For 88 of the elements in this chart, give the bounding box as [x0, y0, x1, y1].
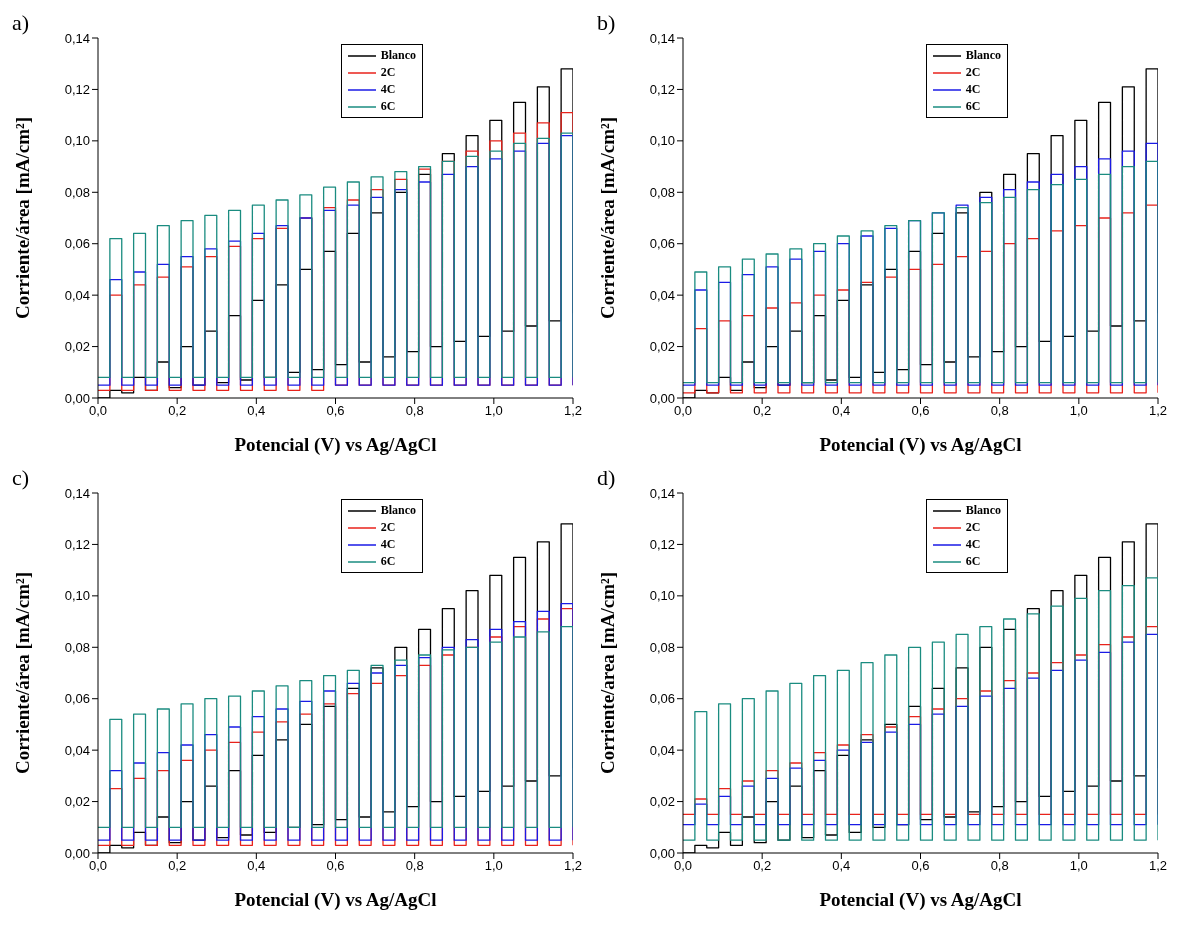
x-axis-title: Potencial (V) vs Ag/AgCl: [234, 434, 437, 456]
y-axis-title: Corriente/área [mA/cm²]: [596, 116, 618, 320]
y-axis-title: Corriente/area [mA/cm²]: [596, 571, 618, 775]
y-tick-label: 0,08: [64, 184, 90, 200]
y-tick-label: 0,04: [649, 287, 675, 303]
y-tick-label: 0,02: [649, 339, 675, 355]
x-tick-label: 1,0: [1069, 858, 1088, 874]
legend-label: 2C: [380, 520, 396, 535]
y-tick-label: 0,02: [64, 794, 90, 810]
x-tick-label: 0,4: [832, 858, 851, 874]
y-tick-label: 0,14: [64, 485, 90, 501]
chart-title: b): [597, 10, 616, 36]
y-tick-label: 0,00: [64, 390, 90, 406]
y-axis-title: Corriente/área [mA/cm²]: [11, 116, 33, 320]
legend-label: 6C: [380, 554, 396, 569]
x-tick-label: 0,2: [753, 858, 772, 874]
y-tick-label: 0,10: [64, 133, 90, 149]
x-tick-label: 0,8: [405, 403, 424, 419]
legend-label: 2C: [965, 65, 981, 80]
legend-label: 4C: [380, 82, 396, 97]
y-tick-label: 0,14: [64, 30, 90, 46]
y-tick-label: 0,00: [649, 845, 675, 861]
x-tick-label: 1,2: [563, 403, 583, 419]
chart-title: a): [12, 10, 30, 36]
x-tick-label: 0,8: [990, 403, 1009, 419]
x-tick-label: 0,6: [326, 858, 345, 874]
y-tick-label: 0,06: [64, 691, 90, 707]
x-tick-label: 1,2: [1148, 858, 1168, 874]
x-tick-label: 0,4: [832, 403, 851, 419]
x-tick-label: 0,8: [990, 858, 1009, 874]
x-tick-label: 1,0: [484, 858, 503, 874]
x-tick-label: 1,0: [484, 403, 503, 419]
y-tick-label: 0,06: [649, 236, 675, 252]
chart-title: d): [597, 465, 616, 491]
y-tick-label: 0,12: [649, 82, 675, 98]
x-tick-label: 0,0: [88, 403, 108, 419]
y-tick-label: 0,04: [64, 742, 90, 758]
legend-label: 4C: [965, 82, 981, 97]
x-tick-label: 0,2: [753, 403, 772, 419]
y-tick-label: 0,10: [64, 588, 90, 604]
y-tick-label: 0,08: [649, 639, 675, 655]
x-tick-label: 0,2: [168, 403, 187, 419]
x-tick-label: 1,2: [563, 858, 583, 874]
legend-label: Blanco: [965, 503, 1001, 518]
x-axis-title: Potencial (V) vs Ag/AgCl: [819, 434, 1022, 456]
y-tick-label: 0,06: [649, 691, 675, 707]
x-tick-label: 0,0: [88, 858, 108, 874]
legend-label: 4C: [965, 537, 981, 552]
legend-label: Blanco: [380, 48, 416, 63]
y-tick-label: 0,02: [64, 339, 90, 355]
y-tick-label: 0,12: [64, 82, 90, 98]
y-tick-label: 0,14: [649, 30, 675, 46]
y-tick-label: 0,08: [64, 639, 90, 655]
x-tick-label: 0,4: [247, 858, 266, 874]
x-tick-label: 0,4: [247, 403, 266, 419]
legend-label: 2C: [380, 65, 396, 80]
y-tick-label: 0,04: [649, 742, 675, 758]
x-tick-label: 0,8: [405, 858, 424, 874]
x-axis-title: Potencial (V) vs Ag/AgCl: [234, 889, 437, 911]
y-axis-title: Corriente/área [mA/cm²]: [11, 571, 33, 775]
x-tick-label: 0,0: [673, 403, 693, 419]
legend-label: 4C: [380, 537, 396, 552]
y-tick-label: 0,06: [64, 236, 90, 252]
y-tick-label: 0,12: [649, 537, 675, 553]
y-tick-label: 0,12: [64, 537, 90, 553]
y-tick-label: 0,00: [649, 390, 675, 406]
y-tick-label: 0,10: [649, 588, 675, 604]
chart-title: c): [12, 465, 30, 491]
y-tick-label: 0,02: [649, 794, 675, 810]
x-tick-label: 0,6: [911, 403, 930, 419]
x-tick-label: 0,6: [326, 403, 345, 419]
x-axis-title: Potencial (V) vs Ag/AgCl: [819, 889, 1022, 911]
legend-label: 2C: [965, 520, 981, 535]
legend-label: Blanco: [965, 48, 1001, 63]
legend-label: Blanco: [380, 503, 416, 518]
y-tick-label: 0,08: [649, 184, 675, 200]
y-tick-label: 0,10: [649, 133, 675, 149]
x-tick-label: 1,2: [1148, 403, 1168, 419]
y-tick-label: 0,00: [64, 845, 90, 861]
legend-label: 6C: [965, 99, 981, 114]
y-tick-label: 0,04: [64, 287, 90, 303]
y-tick-label: 0,14: [649, 485, 675, 501]
x-tick-label: 0,0: [673, 858, 693, 874]
legend-label: 6C: [965, 554, 981, 569]
x-tick-label: 1,0: [1069, 403, 1088, 419]
x-tick-label: 0,2: [168, 858, 187, 874]
x-tick-label: 0,6: [911, 858, 930, 874]
legend-label: 6C: [380, 99, 396, 114]
